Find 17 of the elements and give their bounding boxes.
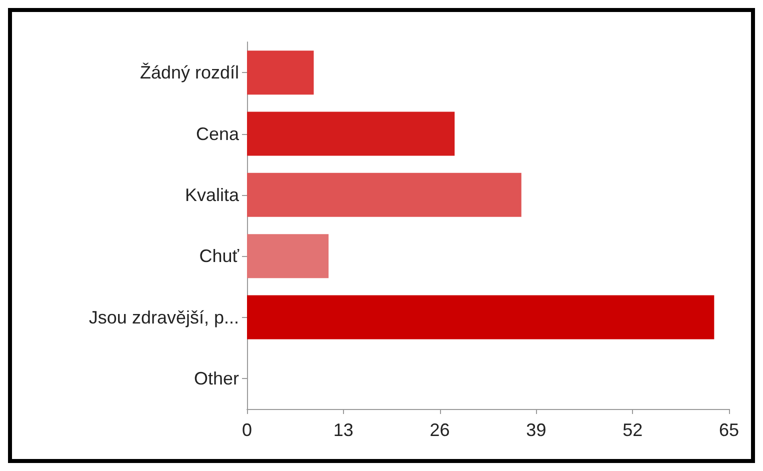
x-tick-label: 65 [718,420,740,440]
bar [247,295,714,340]
y-tick-label: Kvalita [184,184,240,205]
y-tick-label: Jsou zdravější, p... [88,307,239,328]
bar [247,234,329,278]
y-tick-label: Other [194,368,239,388]
y-tick-label: Cena [196,124,240,144]
bar [247,112,455,156]
x-tick-label: 0 [242,420,252,440]
x-tick-label: 52 [622,420,643,440]
x-tick-label: 13 [333,420,354,440]
x-tick-label: 39 [526,420,546,440]
y-tick-label: Chuť [199,246,240,266]
x-tick-label: 26 [430,420,450,440]
bar [247,172,522,217]
bar [247,50,314,95]
y-tick-label: Žádný rozdíl [140,62,239,83]
